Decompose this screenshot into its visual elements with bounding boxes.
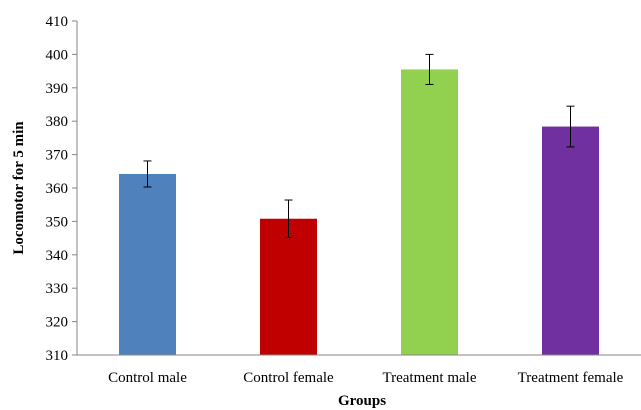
y-tick-label: 330 [46,281,69,297]
y-tick-label: 380 [46,114,69,130]
bar [401,69,458,356]
error-bars-group [143,53,575,238]
y-tick-label: 370 [46,148,69,164]
error-bar [425,53,434,85]
x-axis: Control male Control female Treatment male… [77,354,641,386]
y-tick-label: 310 [46,348,69,364]
error-bar [284,199,293,238]
y-tick-label: 360 [46,181,69,197]
bar [260,218,317,355]
error-bar [143,160,152,188]
y-tick-label: 400 [46,47,69,63]
bars-group [119,69,599,356]
y-axis: 310 320 330 340 350 360 370 380 390 400 410 [46,14,78,364]
bar [119,173,176,355]
y-axis-title: Locomotor for 5 min [11,121,27,255]
y-tick-label: 320 [46,315,69,331]
x-tick-label: Treatment female [518,370,624,386]
y-tick-label: 340 [46,248,69,264]
bar [542,126,599,355]
x-axis-title: Groups [338,393,386,409]
x-tick-label: Control female [243,370,334,386]
x-tick-label: Treatment male [382,370,476,386]
x-tick-label: Control male [108,370,187,386]
y-tick-label: 410 [46,14,69,30]
y-tick-label: 390 [46,81,69,97]
y-tick-label: 350 [46,214,69,230]
error-bar [566,105,575,148]
